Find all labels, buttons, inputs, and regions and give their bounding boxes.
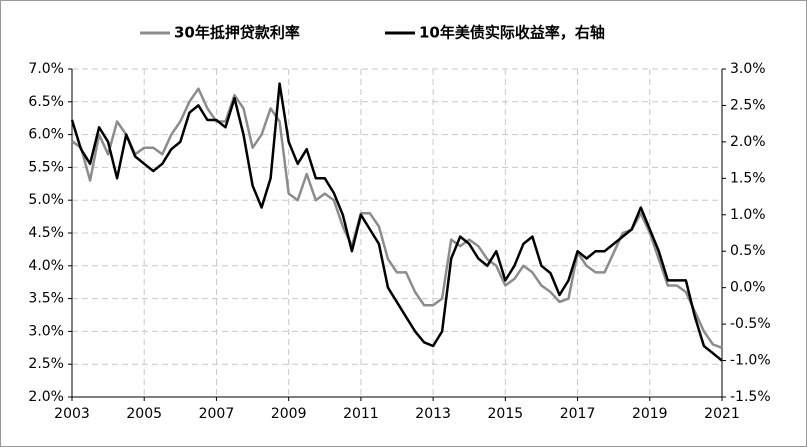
y-tick-label: 6.0% xyxy=(28,127,64,143)
y2-tick-label: 1.5% xyxy=(730,170,766,186)
y2-tick-label: 0.0% xyxy=(730,280,766,296)
y-tick-label: 4.5% xyxy=(28,225,64,241)
legend-label: 10年美债实际收益率，右轴 xyxy=(419,24,605,42)
legend-label: 30年抵押贷款利率 xyxy=(174,24,300,42)
x-tick-label: 2013 xyxy=(415,406,451,422)
y2-tick-label: 2.5% xyxy=(730,97,766,113)
y2-tick-label: -0.5% xyxy=(730,316,771,332)
x-tick-label: 2019 xyxy=(632,406,668,422)
legend: 30年抵押贷款利率 10年美债实际收益率，右轴 xyxy=(140,24,605,42)
y-tick-label: 7.0% xyxy=(28,61,64,77)
y-tick-label: 2.5% xyxy=(28,356,64,372)
x-tick-label: 2003 xyxy=(54,406,90,422)
x-tick-label: 2007 xyxy=(199,406,235,422)
y2-tick-label: 0.5% xyxy=(730,243,766,259)
x-tick-label: 2005 xyxy=(126,406,162,422)
y2-tick-label: 3.0% xyxy=(730,61,766,77)
y-tick-label: 3.5% xyxy=(28,291,64,307)
x-tick-label: 2011 xyxy=(343,406,379,422)
y2-tick-label: -1.5% xyxy=(730,389,771,405)
series-line xyxy=(71,87,723,349)
y2-tick-label: 2.0% xyxy=(730,134,766,150)
y-tick-label: 4.0% xyxy=(28,258,64,274)
y-tick-label: 6.5% xyxy=(28,94,64,110)
y-tick-label: 2.0% xyxy=(28,389,64,405)
x-tick-label: 2021 xyxy=(704,406,740,422)
y-tick-label: 5.5% xyxy=(28,159,64,175)
y-tick-label: 3.0% xyxy=(28,323,64,339)
x-tick-label: 2015 xyxy=(488,406,524,422)
y-tick-label: 5.0% xyxy=(28,192,64,208)
x-tick-label: 2017 xyxy=(560,406,596,422)
x-tick-label: 2009 xyxy=(271,406,307,422)
y2-tick-label: -1.0% xyxy=(730,353,771,369)
series-line xyxy=(70,82,723,362)
y2-tick-label: 1.0% xyxy=(730,207,766,223)
